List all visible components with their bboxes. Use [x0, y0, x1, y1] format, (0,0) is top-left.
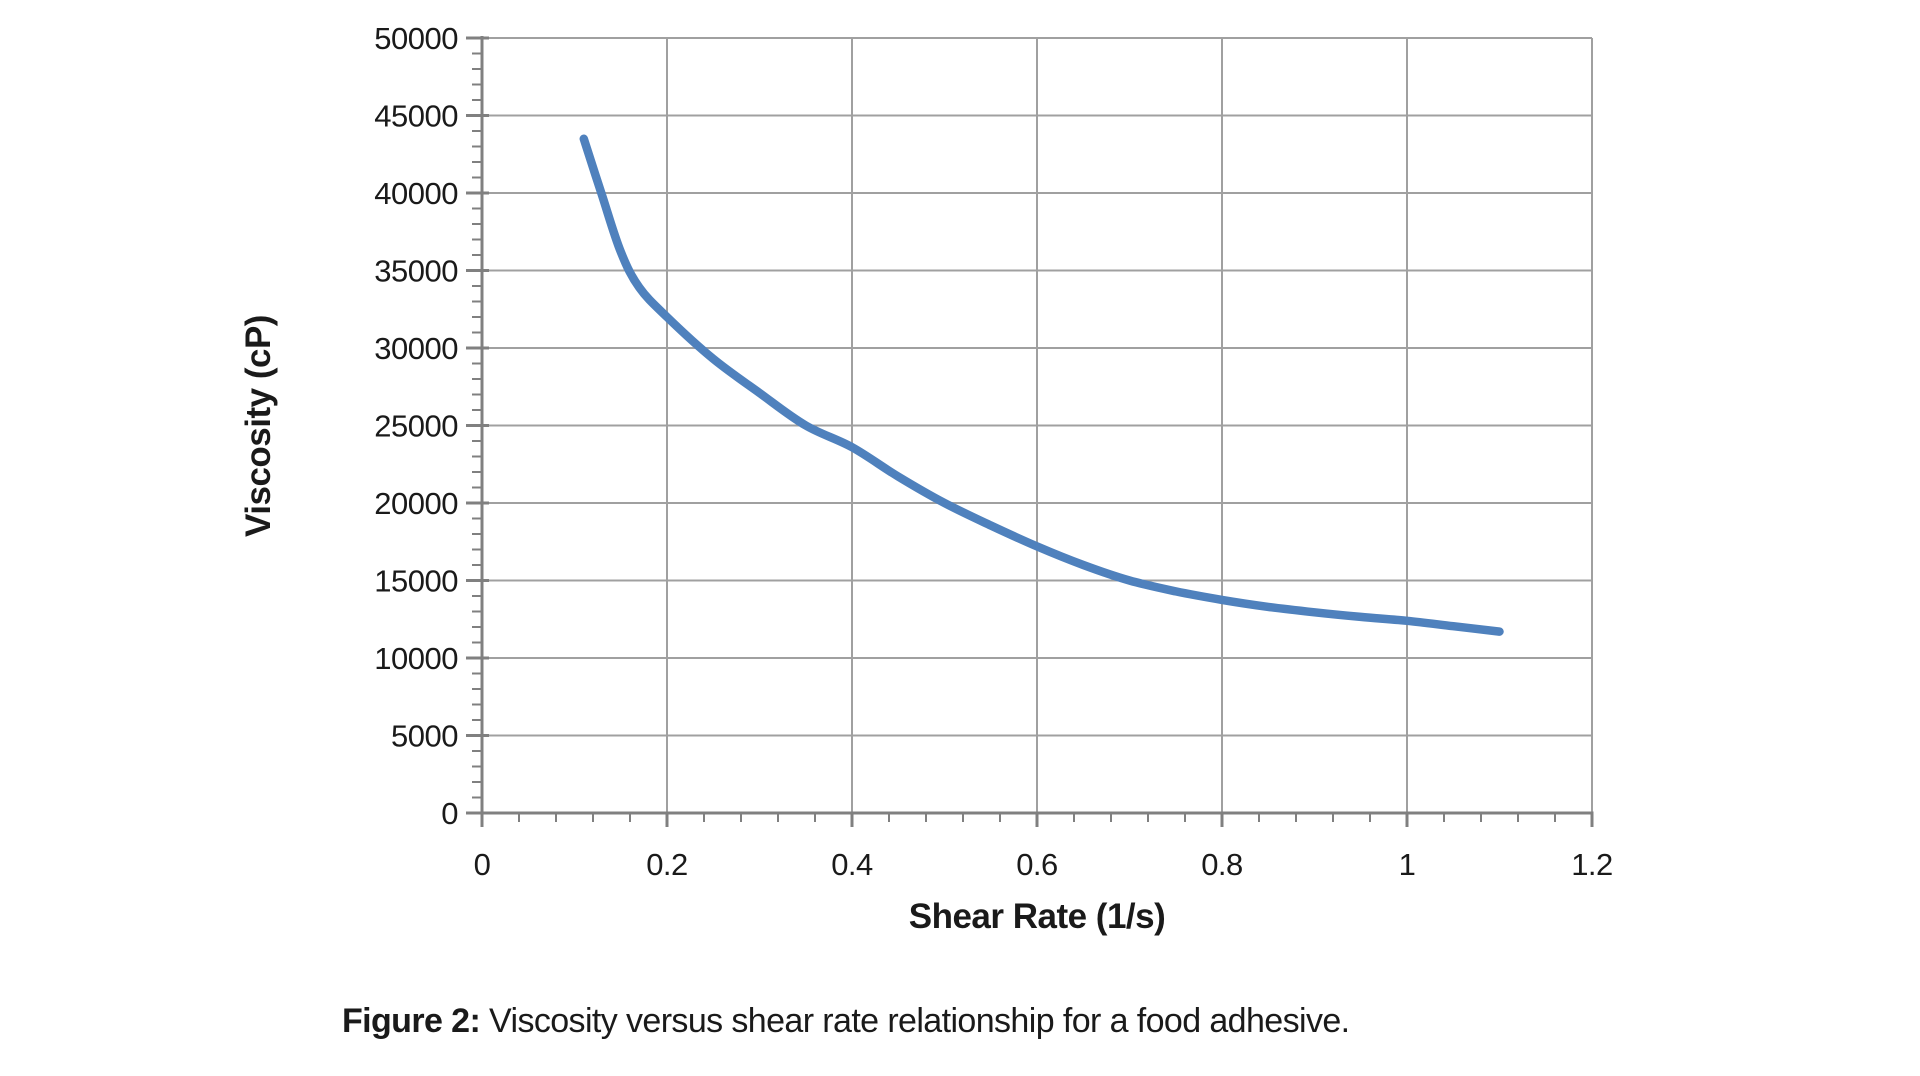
- figure-caption-text: Viscosity versus shear rate relationship…: [489, 1002, 1350, 1040]
- y-tick-label: 15000: [374, 564, 458, 599]
- x-tick-label: 0.2: [646, 847, 688, 882]
- y-tick-label: 30000: [374, 331, 458, 366]
- y-tick-label: 50000: [374, 21, 458, 56]
- y-tick-label: 0: [441, 796, 458, 831]
- minor-ticks: [472, 52, 1556, 822]
- gridlines: [482, 37, 1593, 813]
- x-axis-title: Shear Rate (1/s): [909, 897, 1166, 936]
- x-tick-label: 0.8: [1201, 847, 1243, 882]
- y-tick-label: 20000: [374, 486, 458, 521]
- y-tick-label: 45000: [374, 99, 458, 134]
- y-tick-label: 40000: [374, 176, 458, 211]
- major-ticks: [466, 36, 1594, 827]
- y-tick-label: 25000: [374, 409, 458, 444]
- x-tick-label: 1: [1399, 847, 1416, 882]
- x-tick-label: 0.6: [1016, 847, 1058, 882]
- figure-caption: Figure 2: Viscosity versus shear rate re…: [342, 1002, 1350, 1041]
- x-tick-label: 1.2: [1571, 847, 1613, 882]
- figure-caption-label: Figure 2:: [342, 1002, 481, 1040]
- tick-labels: 0 0.2 0.4 0.6 0.8 1 1.2 0 5000 10000 15000 20000 250…: [374, 21, 1613, 882]
- x-tick-label: 0: [474, 847, 491, 882]
- y-axis-title: Viscosity (cP): [239, 315, 278, 537]
- y-tick-label: 5000: [391, 719, 458, 754]
- viscosity-curve: [579, 134, 1504, 636]
- x-tick-label: 0.4: [831, 847, 873, 882]
- y-tick-label: 35000: [374, 254, 458, 289]
- y-tick-label: 10000: [374, 641, 458, 676]
